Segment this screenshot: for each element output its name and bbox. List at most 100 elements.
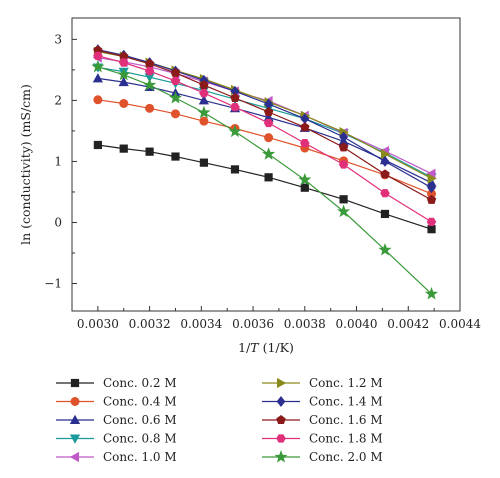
x-axis: 0.0030 0.0032 0.0034 0.0036 0.0038 0.0040 0.00… — [77, 306, 481, 331]
data-point — [230, 103, 240, 112]
data-point — [337, 204, 351, 218]
series-layer — [91, 44, 439, 300]
data-point — [427, 182, 436, 194]
series — [93, 140, 436, 234]
legend-label: Conc. 2.0 M — [309, 450, 383, 464]
legend-item: Conc. 0.2 M — [56, 376, 177, 390]
data-point — [380, 155, 390, 167]
x-axis-label-variable: T — [250, 340, 260, 355]
x-axis-label-prefix: 1/ — [238, 340, 251, 355]
y-tick-label: 0 — [54, 215, 62, 229]
x-tick-label: 0.0030 — [77, 317, 119, 331]
data-point — [199, 158, 209, 167]
data-point — [263, 118, 274, 128]
series — [93, 51, 437, 226]
data-point — [426, 217, 437, 226]
y-axis-label: ln (conductivity) (mS/cm) — [18, 84, 33, 245]
y-axis: −1 0 1 2 3 — [44, 32, 77, 291]
data-point — [262, 147, 276, 160]
data-point — [117, 67, 131, 81]
x-tick-label: 0.0040 — [336, 317, 378, 331]
data-point — [93, 95, 103, 105]
legend-label: Conc. 0.2 M — [103, 376, 177, 390]
data-point — [93, 140, 102, 150]
legend-item: Conc. 0.4 M — [56, 395, 177, 409]
data-point — [171, 152, 180, 161]
legend-item: Conc. 1.8 M — [262, 432, 383, 446]
x-axis-label: 1/T (1/K) — [238, 340, 294, 355]
series — [91, 59, 439, 300]
legend-label: Conc. 1.2 M — [309, 376, 383, 390]
legend-marker — [276, 434, 286, 443]
legend-marker — [70, 378, 80, 388]
legend-marker — [70, 396, 80, 406]
legend-marker — [276, 415, 286, 425]
data-point — [264, 173, 273, 182]
data-point — [143, 78, 157, 91]
legend-label: Conc. 1.4 M — [309, 395, 383, 409]
legend-label: Conc. 0.8 M — [103, 432, 177, 446]
legend-marker — [276, 396, 286, 407]
data-point — [197, 105, 211, 119]
legend-label: Conc. 0.4 M — [103, 395, 177, 409]
legend-label: Conc. 0.6 M — [103, 413, 177, 427]
legend-item: Conc. 1.4 M — [262, 395, 383, 409]
y-tick-label: 1 — [54, 154, 62, 168]
data-point — [92, 73, 104, 83]
data-point — [170, 109, 180, 119]
legend-marker — [69, 434, 81, 444]
data-point — [144, 67, 155, 76]
data-point — [427, 173, 437, 184]
data-point — [263, 107, 274, 116]
data-point — [378, 243, 392, 256]
legend-item: Conc. 1.6 M — [262, 413, 383, 427]
data-point — [118, 76, 129, 87]
data-point — [119, 144, 128, 153]
data-point — [228, 124, 242, 138]
x-tick-label: 0.0042 — [387, 317, 429, 331]
data-point — [170, 67, 181, 77]
data-point — [300, 139, 310, 148]
data-point — [338, 142, 349, 152]
data-point — [424, 287, 439, 300]
y-tick-label: 3 — [54, 32, 62, 46]
plot-frame — [71, 17, 461, 312]
data-point — [93, 51, 103, 61]
data-point — [145, 103, 155, 113]
data-point — [338, 160, 349, 169]
data-point — [339, 195, 348, 204]
legend-marker — [69, 414, 81, 425]
x-tick-label: 0.0038 — [284, 317, 326, 331]
x-axis-label-suffix: (1/K) — [259, 340, 294, 355]
legend-item: Conc. 1.0 M — [56, 450, 177, 464]
x-tick-label: 0.0036 — [232, 317, 274, 331]
legend-label: Conc. 1.0 M — [103, 450, 177, 464]
x-tick-label: 0.0044 — [439, 317, 481, 331]
data-point — [118, 58, 129, 67]
data-point — [427, 225, 436, 234]
data-point — [300, 183, 309, 192]
legend-marker — [69, 451, 79, 463]
data-point — [380, 169, 390, 179]
data-point — [426, 194, 437, 204]
data-point — [300, 122, 310, 132]
y-tick-label: 2 — [54, 93, 62, 107]
data-point — [91, 59, 105, 73]
data-point — [230, 165, 240, 174]
legend-marker — [274, 450, 288, 463]
data-point — [119, 98, 129, 108]
legend-marker — [276, 377, 287, 389]
legend-item: Conc. 0.8 M — [56, 432, 177, 446]
data-point — [168, 91, 183, 104]
y-tick-label: −1 — [44, 277, 62, 291]
legend-label: Conc. 1.8 M — [309, 432, 383, 446]
legend: Conc. 0.2 M Conc. 0.4 M Conc. 0.6 M Conc. 0… — [56, 376, 383, 464]
data-point — [380, 189, 390, 198]
data-point — [199, 80, 209, 90]
data-point — [199, 89, 209, 98]
data-point — [380, 209, 390, 219]
data-point — [380, 148, 391, 160]
data-point — [170, 76, 181, 85]
